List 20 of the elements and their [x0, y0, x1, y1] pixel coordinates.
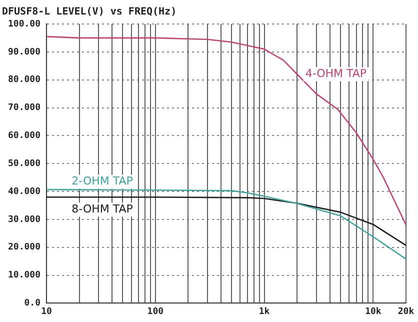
y-tick-label: 50.000 — [8, 158, 41, 169]
y-tick-label: 30.000 — [8, 214, 41, 225]
chart-title: DFUSF8-L LEVEL(V) vs FREQ(Hz) — [2, 6, 177, 18]
y-tick-label: 70.000 — [8, 103, 41, 114]
series-label: 4-OHM TAP — [305, 67, 367, 80]
x-tick-label: 10 — [41, 306, 52, 317]
y-tick-label: 80.000 — [8, 75, 41, 86]
series-label: 2-OHM TAP — [72, 174, 134, 188]
x-tick-label: 100 — [147, 306, 164, 317]
y-tick-label: 40.000 — [8, 186, 41, 197]
y-tick-label: 90.000 — [8, 47, 41, 58]
y-tick-label: 60.000 — [8, 131, 41, 142]
x-tick-label: 1k — [258, 306, 270, 317]
x-tick-label: 20k — [398, 306, 415, 317]
y-tick-label: 20.000 — [8, 242, 41, 253]
y-tick-label: 100.00 — [8, 19, 41, 30]
y-tick-label: 0.0 — [24, 298, 41, 309]
x-tick-label: 10k — [365, 306, 382, 317]
series-label: 8-OHM TAP — [72, 202, 134, 216]
y-tick-label: 10.000 — [8, 270, 41, 281]
